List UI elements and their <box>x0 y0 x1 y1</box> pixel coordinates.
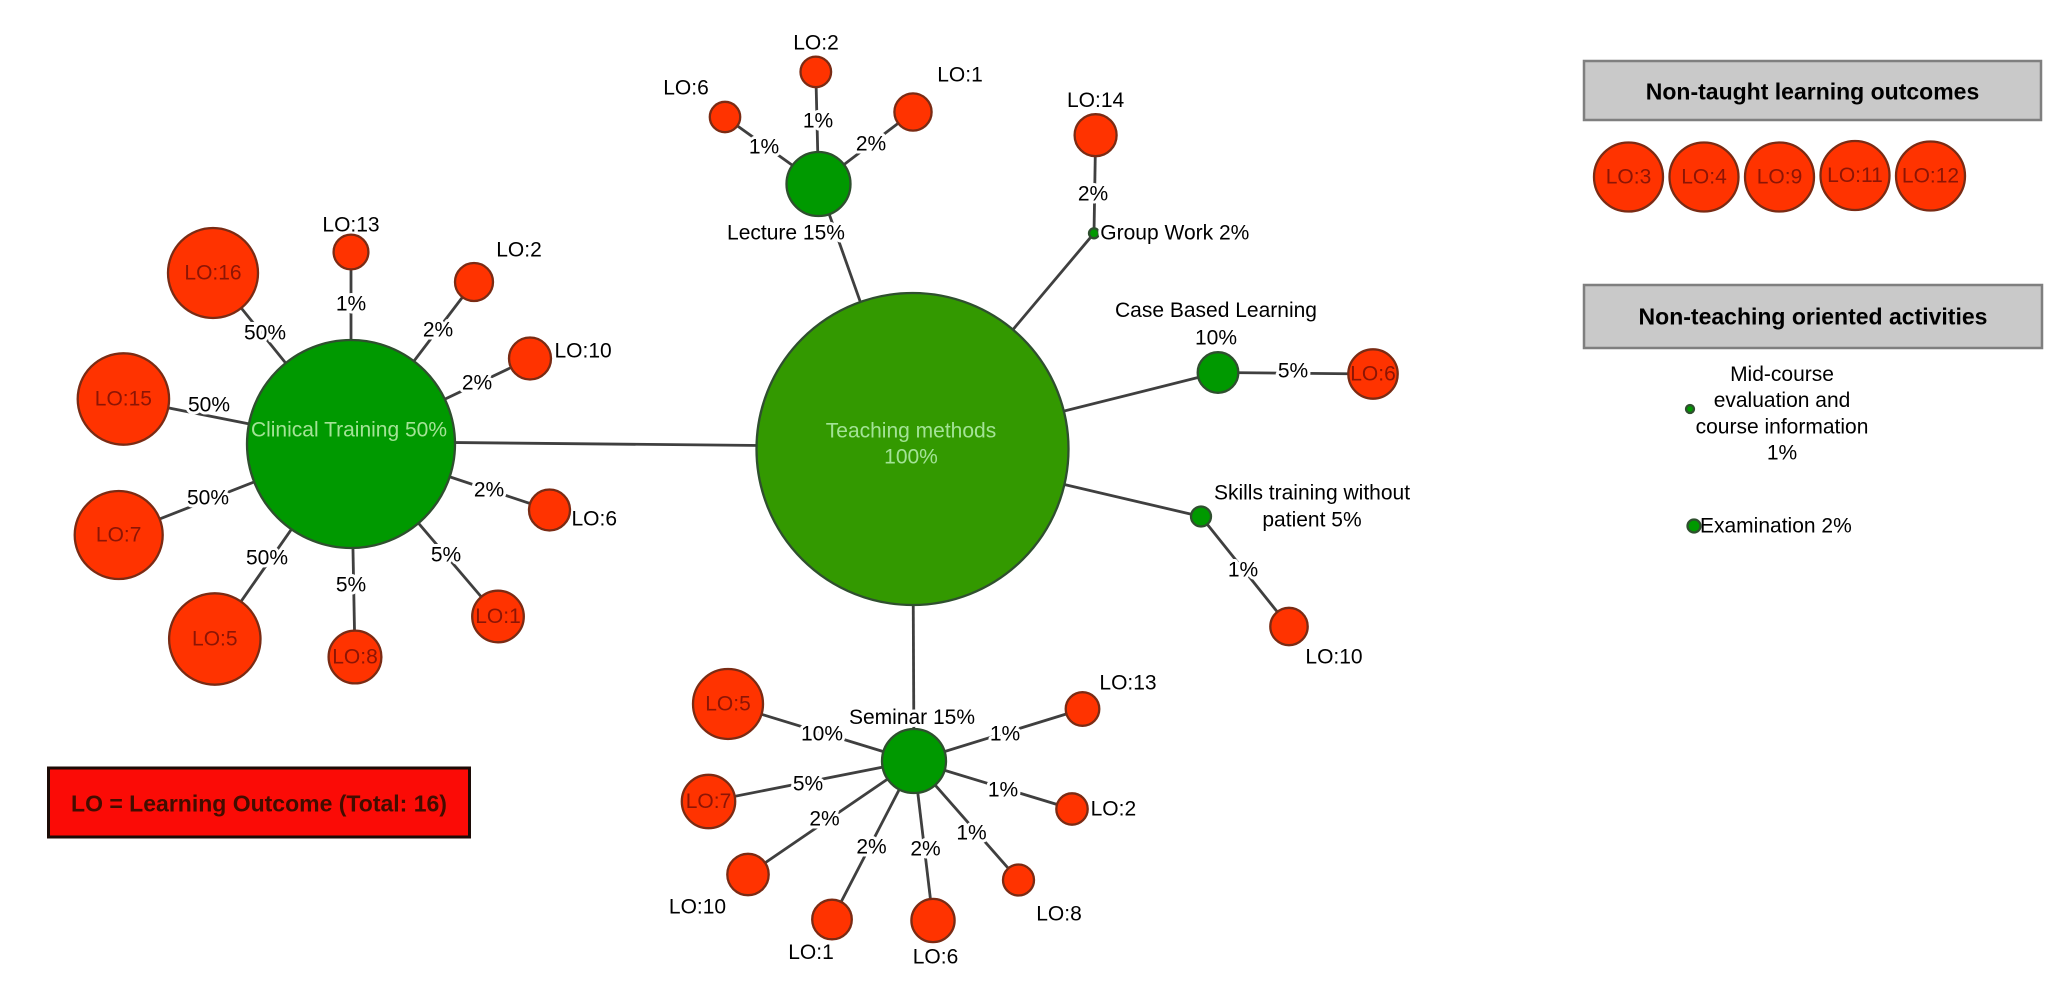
svg-text:Group Work 2%: Group Work 2% <box>1100 222 1249 245</box>
svg-text:LO:2: LO:2 <box>1091 798 1137 821</box>
svg-text:1%: 1% <box>990 723 1020 746</box>
svg-text:50%: 50% <box>187 487 229 510</box>
svg-text:10%: 10% <box>1195 327 1237 350</box>
svg-text:LO:6: LO:6 <box>572 508 618 531</box>
svg-text:1%: 1% <box>988 779 1018 802</box>
svg-text:LO:9: LO:9 <box>1757 166 1803 189</box>
svg-text:LO:1: LO:1 <box>788 941 834 964</box>
svg-text:2%: 2% <box>462 372 492 395</box>
svg-text:LO:13: LO:13 <box>322 214 379 237</box>
svg-text:2%: 2% <box>910 838 940 861</box>
svg-text:LO:5: LO:5 <box>705 693 751 716</box>
svg-text:LO:11: LO:11 <box>1827 164 1883 187</box>
svg-text:5%: 5% <box>431 544 461 567</box>
svg-text:Examination 2%: Examination 2% <box>1700 515 1852 538</box>
svg-text:LO = Learning Outcome (Total:: LO = Learning Outcome (Total: 16) <box>71 791 447 817</box>
svg-text:1%: 1% <box>1228 559 1258 582</box>
svg-text:1%: 1% <box>1767 442 1797 465</box>
svg-text:LO:15: LO:15 <box>95 388 152 411</box>
svg-text:1%: 1% <box>956 822 986 845</box>
svg-text:100%: 100% <box>884 446 938 469</box>
svg-text:1%: 1% <box>336 293 366 316</box>
svg-text:Skills training without: Skills training without <box>1214 482 1410 505</box>
svg-text:LO:6: LO:6 <box>1350 363 1396 386</box>
svg-text:Lecture 15%: Lecture 15% <box>727 222 845 245</box>
svg-text:2%: 2% <box>423 319 453 342</box>
svg-text:LO:10: LO:10 <box>555 340 612 363</box>
svg-text:LO:13: LO:13 <box>1099 672 1156 695</box>
svg-text:50%: 50% <box>246 547 288 570</box>
svg-text:Clinical Training 50%: Clinical Training 50% <box>251 419 447 442</box>
svg-text:LO:8: LO:8 <box>332 646 378 669</box>
svg-text:5%: 5% <box>793 773 823 796</box>
svg-text:LO:10: LO:10 <box>1305 646 1362 669</box>
svg-text:LO:5: LO:5 <box>192 628 238 651</box>
svg-text:LO:8: LO:8 <box>1036 903 1082 926</box>
svg-text:Non-taught learning outcomes: Non-taught learning outcomes <box>1646 79 1980 105</box>
svg-text:LO:3: LO:3 <box>1606 166 1652 189</box>
svg-text:LO:2: LO:2 <box>793 32 839 55</box>
svg-text:50%: 50% <box>188 394 230 417</box>
svg-text:50%: 50% <box>244 322 286 345</box>
svg-text:LO:14: LO:14 <box>1067 89 1125 112</box>
svg-text:5%: 5% <box>336 574 366 597</box>
svg-text:LO:16: LO:16 <box>184 262 241 285</box>
svg-text:LO:7: LO:7 <box>686 790 732 813</box>
svg-text:course information: course information <box>1696 416 1869 439</box>
svg-text:2%: 2% <box>856 133 886 156</box>
svg-text:LO:1: LO:1 <box>475 605 521 628</box>
svg-text:2%: 2% <box>1078 183 1108 206</box>
svg-text:LO:2: LO:2 <box>496 239 542 262</box>
svg-text:2%: 2% <box>809 808 839 831</box>
svg-text:1%: 1% <box>749 136 779 159</box>
svg-text:evaluation and: evaluation and <box>1714 389 1851 412</box>
svg-text:Seminar 15%: Seminar 15% <box>849 706 975 729</box>
svg-text:Mid-course: Mid-course <box>1730 363 1834 386</box>
svg-text:1%: 1% <box>803 110 833 133</box>
svg-text:patient 5%: patient 5% <box>1262 509 1361 532</box>
svg-text:LO:10: LO:10 <box>669 896 726 919</box>
svg-text:LO:4: LO:4 <box>1681 166 1727 189</box>
svg-text:Teaching methods: Teaching methods <box>826 420 996 443</box>
svg-text:LO:6: LO:6 <box>663 77 709 100</box>
svg-text:LO:12: LO:12 <box>1902 165 1959 188</box>
svg-text:LO:6: LO:6 <box>913 946 959 969</box>
svg-text:LO:1: LO:1 <box>937 64 983 87</box>
svg-text:2%: 2% <box>856 836 886 859</box>
svg-text:2%: 2% <box>474 479 504 502</box>
svg-text:Case Based Learning: Case Based Learning <box>1115 299 1317 322</box>
svg-text:Non-teaching oriented activiti: Non-teaching oriented activities <box>1639 304 1988 330</box>
svg-text:10%: 10% <box>801 723 843 746</box>
svg-text:5%: 5% <box>1278 360 1308 383</box>
svg-text:LO:7: LO:7 <box>96 524 142 547</box>
